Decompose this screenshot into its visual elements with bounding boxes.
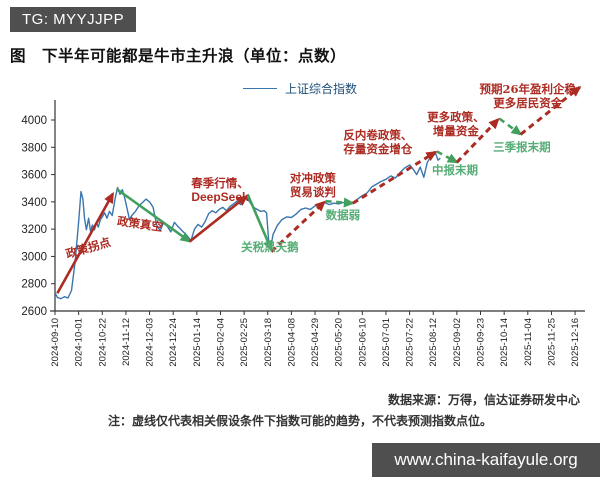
x-tick-label: 2025-09-02 — [452, 318, 463, 367]
y-tick-label: 3200 — [21, 224, 47, 236]
x-tick-label: 2025-01-14 — [192, 318, 203, 367]
annotation-5: 数据弱 — [326, 208, 361, 222]
x-tick-label: 2025-05-20 — [334, 318, 345, 367]
annotation-6: 反内卷政策、存量资金增仓 — [343, 128, 412, 156]
trend-arrow-4 — [270, 200, 326, 253]
y-tick-label: 3600 — [21, 170, 47, 182]
website-badge: www.china-kaifayule.org — [372, 443, 600, 477]
annotation-3: 关税黑天鹅 — [241, 240, 299, 254]
x-tick-label: 2024-10-01 — [74, 318, 85, 367]
data-source-note: 数据来源：万得，信达证券研发中心 — [387, 393, 580, 407]
annotation-8: 更多政策、增量资金 — [427, 110, 485, 138]
annotation-line: 预期26年盈利企稳 — [480, 82, 577, 96]
trend-arrow-0 — [56, 191, 115, 294]
trend-arrow-5 — [325, 197, 355, 208]
x-tick-label: 2025-09-23 — [476, 318, 487, 367]
index-line — [54, 152, 441, 300]
trend-arrow-1 — [115, 187, 192, 243]
annotation-9: 三季报末期 — [493, 140, 551, 154]
y-tick-label: 4000 — [21, 115, 47, 127]
annotation-line: 存量资金增仓 — [343, 142, 412, 156]
x-tick-label: 2025-07-22 — [405, 318, 416, 367]
annotation-2: 春季行情、DeepSeek — [191, 176, 249, 204]
page-title: 图 下半年可能都是牛市主升浪（单位：点数） — [10, 48, 347, 65]
annotation-line: 更多政策、 — [427, 110, 485, 124]
annotation-line: 关税黑天鹅 — [241, 240, 299, 254]
trend-arrow-2 — [188, 195, 249, 243]
annotation-1: 政策真空 — [116, 214, 164, 234]
y-tick-label: 2800 — [21, 279, 47, 291]
telegram-badge: TG: MYYJJPP — [10, 7, 137, 32]
x-tick-label: 2025-02-25 — [239, 318, 250, 367]
annotation-line: 政策真空 — [116, 214, 164, 234]
y-tick-label: 3400 — [21, 197, 47, 209]
annotation-line: DeepSeek — [191, 190, 249, 204]
trend-arrow-9 — [498, 117, 523, 136]
x-tick-label: 2024-12-24 — [168, 318, 179, 367]
x-tick-label: 2024-09-10 — [50, 318, 61, 367]
annotation-line: 反内卷政策、 — [343, 128, 412, 142]
legend-line-swatch — [242, 88, 277, 89]
x-tick-label: 2025-08-12 — [428, 318, 439, 367]
annotation-line: 数据弱 — [326, 208, 361, 222]
x-tick-label: 2025-04-29 — [310, 318, 321, 367]
x-tick-label: 2025-07-01 — [381, 318, 392, 367]
trend-arrow-10 — [519, 86, 582, 136]
annotation-line: 春季行情、 — [191, 176, 249, 190]
x-tick-label: 2024-11-12 — [121, 318, 132, 366]
trend-arrow-6 — [352, 150, 438, 205]
x-tick-label: 2025-10-14 — [499, 318, 510, 367]
y-tick-label: 3800 — [21, 142, 47, 154]
x-tick-label: 2024-10-22 — [97, 318, 108, 367]
annotation-line: 更多居民资金 — [493, 96, 562, 110]
legend-label: 上证综合指数 — [284, 82, 357, 96]
x-tick-label: 2025-12-16 — [570, 318, 581, 367]
annotation-line: 增量资金 — [433, 124, 479, 138]
x-tick-label: 2025-04-08 — [286, 318, 297, 367]
annotation-line: 贸易谈判 — [290, 185, 336, 199]
legend: 上证综合指数 — [0, 80, 600, 97]
annotation-line: 对冲政策 — [290, 171, 336, 185]
y-tick-label: 2600 — [21, 306, 47, 318]
x-tick-label: 2025-06-10 — [357, 318, 368, 367]
annotation-line: 中报末期 — [432, 163, 478, 177]
chart-footnote: 注：虚线仅代表相关假设条件下指数可能的趋势，不代表预测指数点位。 — [107, 414, 492, 428]
x-tick-label: 2025-02-04 — [215, 318, 226, 367]
x-tick-label: 2025-11-04 — [523, 318, 534, 366]
x-tick-label: 2025-03-18 — [263, 318, 274, 367]
trend-arrow-3 — [246, 193, 273, 252]
trend-arrow-7 — [436, 150, 459, 164]
annotation-7: 中报末期 — [432, 163, 478, 177]
x-tick-label: 2024-12-03 — [145, 318, 156, 367]
annotation-line: 三季报末期 — [493, 140, 551, 154]
y-tick-label: 3000 — [21, 251, 47, 263]
x-tick-label: 2025-11-25 — [546, 318, 557, 366]
